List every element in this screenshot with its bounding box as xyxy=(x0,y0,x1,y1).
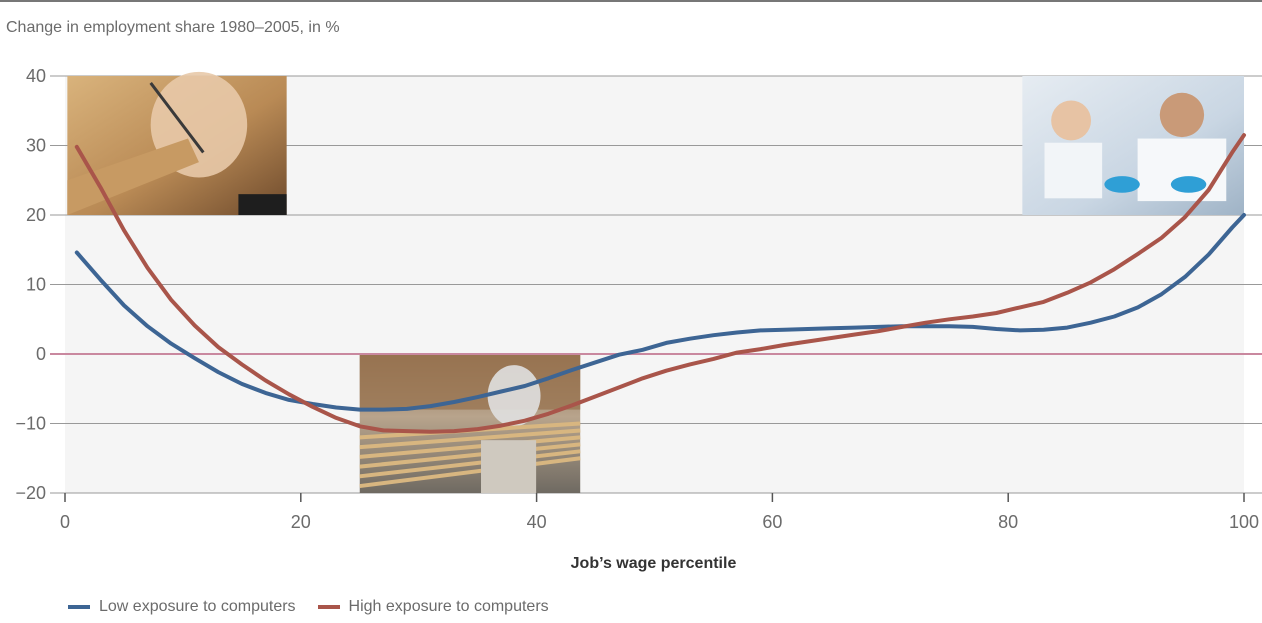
scissors-shape xyxy=(149,82,205,154)
conveyor-row xyxy=(359,449,581,479)
y-tick-label: 0 xyxy=(36,344,46,364)
conveyor-row xyxy=(359,435,581,459)
conveyor-row xyxy=(359,442,581,469)
factory-photo xyxy=(359,354,581,493)
legend: Low exposure to computers High exposure … xyxy=(68,598,549,616)
conveyor-row xyxy=(359,456,581,489)
legend-swatch-low xyxy=(68,605,90,609)
x-axis-label: Job’s wage percentile xyxy=(570,555,737,572)
factory-wall xyxy=(359,354,581,410)
x-tick-label: 60 xyxy=(762,512,782,532)
legend-label-high: High exposure to computers xyxy=(348,598,549,615)
x-tick-label: 40 xyxy=(527,512,547,532)
worker-shape xyxy=(487,365,541,427)
machine-shape xyxy=(481,440,537,493)
lab-coat xyxy=(1044,142,1103,199)
y-tick-label: 40 xyxy=(26,66,46,86)
y-tick-label: 10 xyxy=(26,275,46,295)
x-tick-label: 20 xyxy=(291,512,311,532)
comb-shape xyxy=(238,194,287,215)
legend-label-low: Low exposure to computers xyxy=(99,598,296,615)
chart-subtitle: Change in employment share 1980–2005, in… xyxy=(6,19,340,36)
lab-photo xyxy=(1022,76,1244,215)
x-tick-label: 100 xyxy=(1229,512,1259,532)
y-tick-label: 20 xyxy=(26,205,46,225)
hairdresser-photo xyxy=(67,71,287,215)
y-tick-label: −10 xyxy=(15,414,46,434)
x-tick-label: 0 xyxy=(60,512,70,532)
x-tick-label: 80 xyxy=(998,512,1018,532)
y-tick-label: 30 xyxy=(26,136,46,156)
legend-swatch-high xyxy=(317,605,340,609)
scientist-head xyxy=(1051,100,1092,141)
top-rule xyxy=(0,0,1262,2)
series-line-low-exposure xyxy=(74,213,1246,412)
glove-shape xyxy=(1104,176,1140,193)
legend-item-low: Low exposure to computers xyxy=(68,598,296,616)
y-tick-label: −20 xyxy=(15,483,46,503)
series-line-high-exposure xyxy=(74,133,1246,434)
legend-item-high: High exposure to computers xyxy=(317,598,549,616)
glove-shape xyxy=(1170,176,1207,193)
conveyor-row xyxy=(359,428,581,450)
hair-strands xyxy=(67,138,199,215)
scientist-head xyxy=(1159,92,1205,138)
